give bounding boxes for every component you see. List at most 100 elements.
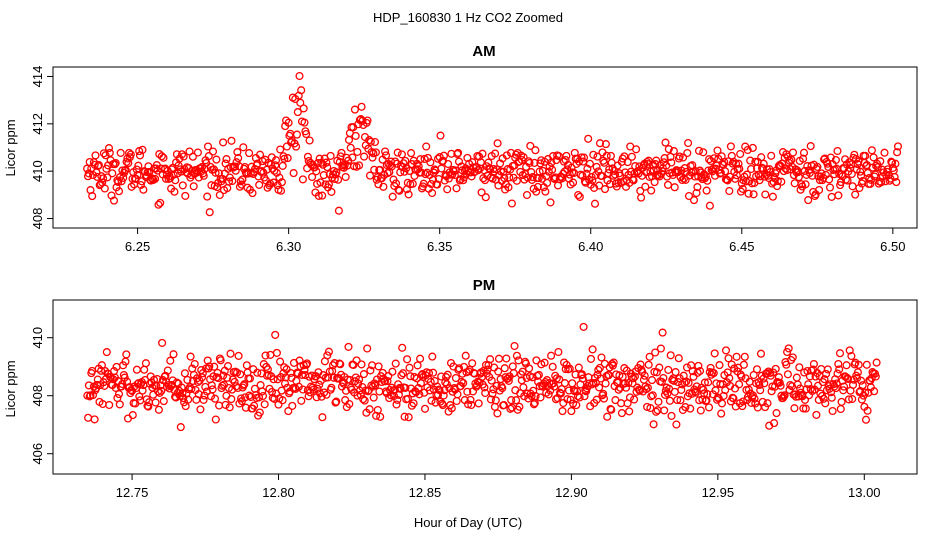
am-data-point (255, 180, 264, 189)
pm-data-point (861, 415, 871, 424)
am-data-point (715, 169, 725, 178)
pm-data-point (397, 371, 406, 380)
am-y-tick-label: 410 (30, 160, 45, 182)
pm-data-point (872, 358, 881, 367)
am-data-point (436, 131, 445, 140)
pm-data-point (682, 363, 692, 372)
pm-data-point (199, 395, 208, 404)
pm-data-point (694, 361, 703, 370)
pm-data-point (642, 385, 651, 394)
am-data-point (704, 166, 713, 175)
pm-data-point (831, 384, 840, 393)
am-data-point (865, 173, 874, 182)
am-data-point (353, 147, 362, 156)
pm-data-point (715, 361, 724, 370)
pm-data-point (426, 377, 435, 387)
pm-data-point (183, 375, 192, 384)
pm-data-point (603, 412, 612, 421)
pm-y-tick-label: 410 (30, 327, 45, 349)
am-data-point (512, 176, 521, 185)
am-data-point (169, 170, 178, 179)
am-data-point (675, 152, 684, 161)
am-data-point (83, 164, 92, 173)
pm-data-point (848, 394, 857, 404)
pm-y-tick-label: 406 (30, 443, 45, 465)
pm-data-point (498, 384, 507, 393)
pm-data-point (819, 394, 828, 403)
pm-data-point (258, 391, 268, 401)
am-data-point (326, 151, 335, 160)
pm-data-point (617, 399, 626, 408)
am-data-point (546, 198, 555, 207)
am-data-point (419, 179, 428, 188)
pm-data-point (235, 399, 244, 408)
pm-data-point (105, 400, 114, 410)
pm-data-point (427, 396, 436, 405)
pm-data-point (575, 393, 584, 402)
pm-data-point (452, 396, 461, 406)
pm-data-point (756, 386, 765, 395)
pm-data-point (494, 354, 504, 363)
pm-data-point (568, 379, 577, 388)
am-data-point (892, 178, 901, 187)
am-data-point (289, 169, 298, 178)
pm-data-point (271, 330, 280, 339)
am-data-point (883, 165, 892, 174)
pm-data-point (395, 383, 404, 392)
pm-data-point (135, 392, 144, 401)
pm-data-point (111, 383, 120, 392)
pm-data-point (784, 344, 793, 353)
am-data-point (738, 184, 747, 193)
am-data-point (726, 142, 735, 151)
pm-x-tick-label: 12.80 (262, 485, 295, 500)
pm-data-point (776, 381, 785, 390)
pm-data-point (559, 398, 568, 408)
pm-data-point (317, 392, 326, 401)
pm-data-point (822, 369, 831, 378)
am-data-point (736, 149, 745, 159)
pm-data-point (630, 395, 639, 404)
pm-data-point (783, 370, 792, 379)
am-data-point (652, 156, 661, 165)
am-data-point (710, 154, 719, 163)
pm-data-point (799, 404, 808, 413)
am-x-tick-label: 6.45 (729, 239, 754, 254)
am-data-point (324, 180, 333, 189)
pm-data-point (664, 365, 673, 374)
am-data-point (318, 191, 327, 200)
pm-data-point (132, 365, 141, 374)
am-data-point (664, 145, 673, 154)
am-data-point (213, 183, 222, 192)
pm-data-point (284, 407, 293, 416)
pm-data-point (674, 354, 683, 363)
pm-data-point (439, 391, 448, 400)
pm-data-point (771, 364, 780, 373)
pm-data-point (624, 378, 633, 388)
pm-data-point (760, 379, 769, 388)
am-data-point (689, 196, 699, 205)
am-data-point (440, 176, 449, 185)
pm-data-point (647, 392, 656, 401)
pm-data-point (293, 369, 303, 378)
am-data-point (91, 151, 100, 160)
am-data-point (283, 154, 292, 163)
am-data-point (327, 187, 336, 196)
pm-data-point (597, 353, 606, 362)
pm-data-point (652, 368, 661, 377)
pm-data-point (587, 380, 596, 389)
pm-data-point (225, 403, 234, 412)
am-data-point (525, 158, 534, 168)
pm-data-point (366, 366, 375, 375)
am-data-point (679, 153, 688, 162)
pm-data-point (655, 363, 664, 372)
pm-data-point (122, 350, 131, 359)
pm-data-point (466, 395, 475, 404)
pm-data-point (374, 362, 383, 371)
am-data-point (867, 146, 876, 155)
am-data-point (669, 147, 678, 156)
am-data-point (319, 171, 328, 180)
am-data-point (388, 192, 397, 201)
pm-data-point (461, 351, 470, 360)
pm-data-point (304, 392, 313, 401)
pm-data-point (184, 395, 193, 404)
